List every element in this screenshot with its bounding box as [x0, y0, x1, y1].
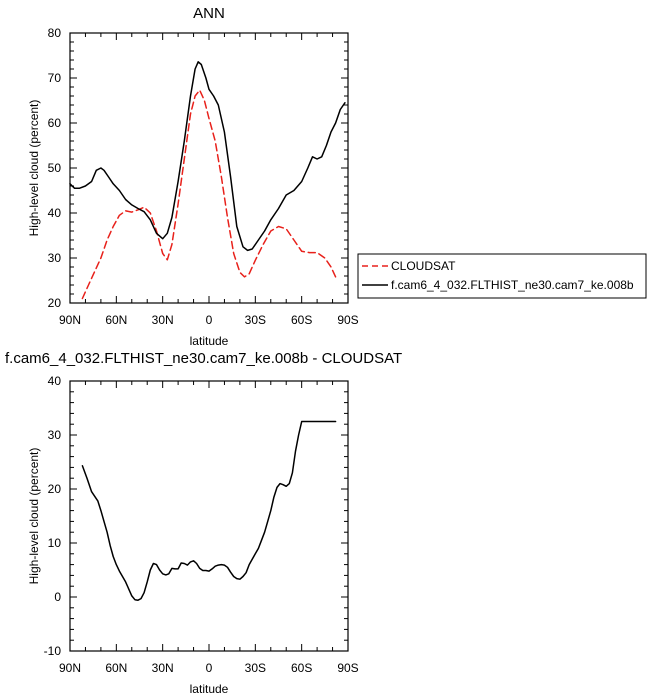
y-tick-label: 30 [48, 428, 62, 442]
x-tick-label: 60S [291, 313, 312, 327]
legend-label-model: f.cam6_4_032.FLTHIST_ne30.cam7_ke.008b [391, 278, 634, 292]
y-tick-label: 20 [48, 482, 62, 496]
x-tick-label: 30N [152, 313, 174, 327]
x-tick-label: 60N [105, 313, 127, 327]
top-panel: ANN 90N 60N 30N 0 30S 60S 90S 20 30 40 50 60 70 80 la… [27, 5, 359, 348]
bottom-panel: f.cam6_4_032.FLTHIST_ne30.cam7_ke.008b -… [5, 350, 402, 696]
y-axis-label: High-level cloud (percent) [27, 448, 41, 585]
series-line-0-0 [81, 89, 337, 300]
y-tick-label: 50 [48, 161, 62, 175]
legend-label-cloudsat: CLOUDSAT [391, 259, 456, 273]
y-tick-label: 80 [48, 26, 62, 40]
series-line-1-0 [81, 420, 337, 601]
chart-title: ANN [193, 5, 225, 22]
chart-title: f.cam6_4_032.FLTHIST_ne30.cam7_ke.008b -… [5, 350, 402, 367]
y-tick-label: 70 [48, 71, 62, 85]
x-tick-label: 90N [59, 313, 81, 327]
y-tick-label: 0 [54, 590, 61, 604]
plot-frame [69, 32, 349, 304]
legend: CLOUDSAT f.cam6_4_032.FLTHIST_ne30.cam7_… [357, 253, 647, 299]
x-tick-label: 0 [206, 661, 213, 675]
legend-box [357, 253, 647, 299]
x-tick-label: 60N [105, 661, 127, 675]
x-tick-label: 30S [245, 661, 266, 675]
y-tick-label: 40 [48, 374, 62, 388]
y-tick-label: 40 [48, 206, 62, 220]
y-tick-label: 30 [48, 251, 62, 265]
y-tick-label: 60 [48, 116, 62, 130]
x-tick-label: 90S [337, 661, 358, 675]
y-tick-label: 10 [48, 536, 62, 550]
x-tick-label: 60S [291, 661, 312, 675]
x-tick-label: 90S [337, 313, 358, 327]
x-tick-label: 0 [206, 313, 213, 327]
x-tick-label: 30S [245, 313, 266, 327]
x-tick-label: 90N [59, 661, 81, 675]
x-axis-label: latitude [190, 334, 229, 348]
x-axis-label: latitude [190, 682, 229, 696]
y-tick-label: 20 [48, 296, 62, 310]
x-tick-label: 30N [152, 661, 174, 675]
y-axis-label: High-level cloud (percent) [27, 100, 41, 237]
series-line-0-1 [69, 61, 346, 252]
y-tick-label: -10 [44, 644, 62, 658]
